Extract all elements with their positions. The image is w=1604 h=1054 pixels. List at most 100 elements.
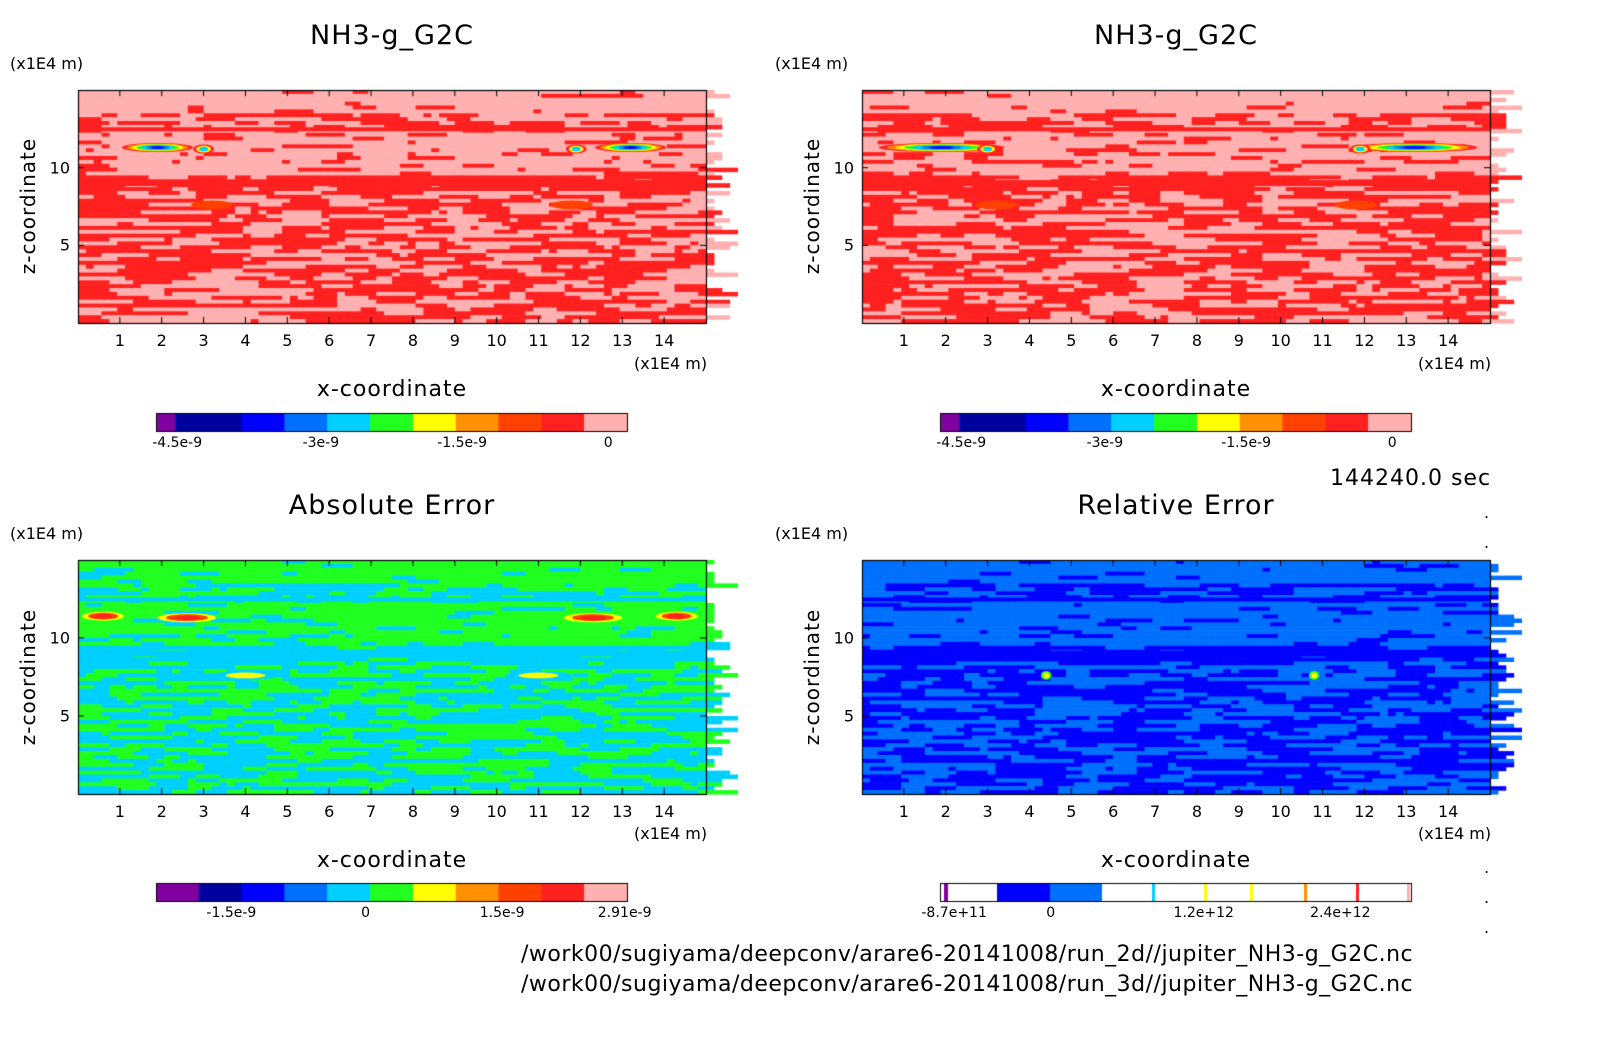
x-tick-label: 10 <box>486 802 507 821</box>
x-tick-label: 5 <box>1066 331 1077 350</box>
x-tick-label: 4 <box>240 331 251 350</box>
x-tick-label: 1 <box>898 331 909 350</box>
x-tick-label: 9 <box>1233 331 1244 350</box>
y-tick-label: 10 <box>49 628 70 648</box>
colorbar-label: 0 <box>1387 435 1397 451</box>
colorbar-label: -1.5e-9 <box>437 435 488 451</box>
x-tick-label: 12 <box>1354 802 1375 821</box>
y-unit-label-bottom-left: (x1E4 m) <box>10 524 84 543</box>
x-tick-label: 9 <box>449 802 460 821</box>
panel-title-top-left: NH3-g_G2C <box>309 20 475 51</box>
y-tick-label: 5 <box>59 235 70 255</box>
colorbar-label: 2.91e-9 <box>597 905 652 921</box>
y-tick-label: 5 <box>843 235 854 255</box>
file-path-3d: /work00/sugiyama/deepconv/arare6-2014100… <box>521 972 1414 997</box>
colorbar-label: -1.5e-9 <box>1221 435 1272 451</box>
margin-dot: . <box>1484 503 1490 522</box>
x-unit-label-bottom-right: (x1E4 m) <box>1418 824 1492 843</box>
x-tick-label: 7 <box>1149 331 1161 350</box>
y-unit-label-bottom-right: (x1E4 m) <box>775 524 849 543</box>
x-tick-label: 9 <box>1233 802 1244 821</box>
x-tick-label: 8 <box>407 331 419 350</box>
x-tick-label: 3 <box>198 802 209 821</box>
y-tick-label: 10 <box>833 628 854 648</box>
y-tick-label: 5 <box>59 706 70 726</box>
x-tick-label: 4 <box>1024 331 1035 350</box>
x-tick-label: 12 <box>1354 331 1375 350</box>
y-axis-label-bottom-right: z-coordinate <box>800 608 824 746</box>
x-tick-label: 10 <box>1270 802 1291 821</box>
y-axis-label-bottom-left: z-coordinate <box>16 608 40 746</box>
x-tick-label: 8 <box>1191 331 1203 350</box>
x-tick-label: 3 <box>982 802 993 821</box>
x-tick-label: 14 <box>1437 331 1459 350</box>
x-unit-label-top-right: (x1E4 m) <box>1418 354 1492 373</box>
y-tick-label: 5 <box>843 706 854 726</box>
x-tick-label: 3 <box>982 331 993 350</box>
colorbar-label: 0 <box>1046 905 1056 921</box>
colorbar-label: -3e-9 <box>1086 435 1124 451</box>
colorbar-label: 0 <box>603 435 613 451</box>
margin-dot: . <box>1484 918 1490 937</box>
x-tick-label: 10 <box>486 331 507 350</box>
x-tick-label: 11 <box>528 331 549 350</box>
y-axis-label-top-right: z-coordinate <box>800 137 824 275</box>
y-tick-label: 10 <box>833 158 854 178</box>
colorbar-label: -3e-9 <box>302 435 340 451</box>
x-tick-label: 10 <box>1270 331 1291 350</box>
x-tick-label: 13 <box>1396 802 1417 821</box>
colorbar-label: -4.5e-9 <box>936 435 987 451</box>
x-tick-label: 13 <box>612 331 633 350</box>
x-tick-label: 7 <box>365 331 377 350</box>
x-tick-label: 7 <box>365 802 377 821</box>
x-axis-label-top-right: x-coordinate <box>1100 377 1252 402</box>
x-tick-label: 13 <box>1396 331 1417 350</box>
panel-title-top-right: NH3-g_G2C <box>1093 20 1259 51</box>
x-tick-label: 6 <box>1108 802 1119 821</box>
y-axis-label-top-left: z-coordinate <box>16 137 40 275</box>
x-tick-label: 6 <box>324 331 335 350</box>
colorbar-label: -4.5e-9 <box>152 435 203 451</box>
time-label: 144240.0 sec <box>1330 466 1492 491</box>
x-tick-label: 1 <box>898 802 909 821</box>
colorbar-label: -8.7e+11 <box>921 905 987 921</box>
colorbar-label: 2.4e+12 <box>1310 905 1371 921</box>
y-unit-label-top-left: (x1E4 m) <box>10 54 84 73</box>
x-tick-label: 11 <box>528 802 549 821</box>
margin-dot: . <box>1484 858 1490 877</box>
x-tick-label: 1 <box>114 802 125 821</box>
x-axis-label-bottom-left: x-coordinate <box>316 848 468 873</box>
y-unit-label-top-right: (x1E4 m) <box>775 54 849 73</box>
x-unit-label-top-left: (x1E4 m) <box>634 354 708 373</box>
x-tick-label: 11 <box>1312 802 1333 821</box>
colorbar-label: 1.2e+12 <box>1173 905 1234 921</box>
x-tick-label: 4 <box>1024 802 1035 821</box>
x-tick-label: 7 <box>1149 802 1161 821</box>
x-tick-label: 2 <box>940 331 951 350</box>
x-tick-label: 9 <box>449 331 460 350</box>
margin-dot: . <box>1484 533 1490 552</box>
panel-title-bottom-left: Absolute Error <box>288 490 496 521</box>
y-tick-label: 10 <box>49 158 70 178</box>
colorbar-label: -1.5e-9 <box>206 905 257 921</box>
x-tick-label: 12 <box>570 802 591 821</box>
x-tick-label: 8 <box>1191 802 1203 821</box>
x-tick-label: 13 <box>612 802 633 821</box>
x-tick-label: 4 <box>240 802 251 821</box>
x-tick-label: 2 <box>156 802 167 821</box>
x-tick-label: 8 <box>407 802 419 821</box>
x-tick-label: 6 <box>1108 331 1119 350</box>
x-tick-label: 14 <box>1437 802 1459 821</box>
x-tick-label: 5 <box>1066 802 1077 821</box>
x-tick-label: 12 <box>570 331 591 350</box>
x-axis-label-top-left: x-coordinate <box>316 377 468 402</box>
file-path-2d: /work00/sugiyama/deepconv/arare6-2014100… <box>521 942 1414 967</box>
x-tick-label: 3 <box>198 331 209 350</box>
x-tick-label: 5 <box>282 802 293 821</box>
x-axis-label-bottom-right: x-coordinate <box>1100 848 1252 873</box>
x-tick-label: 6 <box>324 802 335 821</box>
x-tick-label: 14 <box>653 802 675 821</box>
panel-title-bottom-right: Relative Error <box>1077 490 1275 521</box>
x-tick-label: 1 <box>114 331 125 350</box>
